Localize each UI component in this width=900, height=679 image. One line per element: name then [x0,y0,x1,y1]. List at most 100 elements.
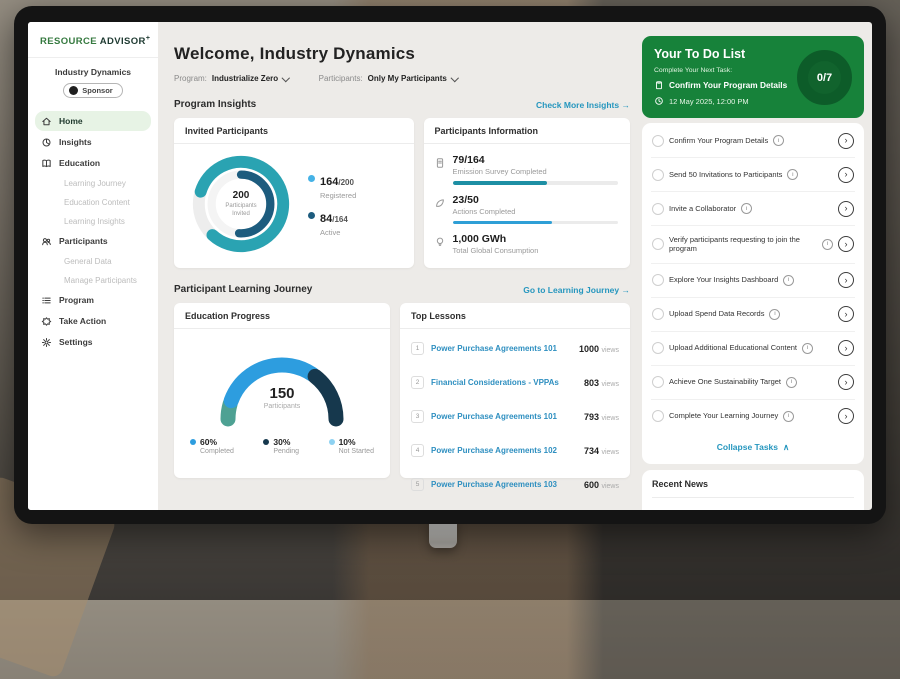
info-icon[interactable] [786,376,798,388]
education-progress-gauge [220,357,344,427]
lesson-title-link[interactable]: Power Purchase Agreements 101 [431,411,557,421]
invited-donut-chart [192,155,290,253]
task-label: Achieve One Sustainability Target [669,377,782,387]
sidebar-item-manage-participants[interactable]: Manage Participants [35,271,151,289]
lesson-row: 1 Power Purchase Agreements 101 1000 views [411,331,619,365]
lesson-views: 793 views [584,407,619,425]
stat-label: Actions Completed [452,206,516,216]
task-checkbox[interactable] [652,134,664,147]
legend-value: 30% [273,437,291,447]
task-go-button[interactable] [838,200,854,217]
todo-task-list: Confirm Your Program Details Send 50 Invi… [651,124,855,433]
task-go-button[interactable] [838,340,854,356]
task-checkbox[interactable] [652,410,664,422]
lesson-views: 734 views [584,441,619,459]
task-go-button[interactable] [838,408,854,424]
sidebar-item-program[interactable]: Program [35,290,151,310]
legend-dot-icon [190,439,196,445]
invited-participants-title: Invited Participants [174,118,414,144]
task-label: Invite a Collaborator [669,203,737,213]
info-icon[interactable] [783,274,795,286]
todo-task-row: Upload Additional Educational Content [651,332,855,366]
task-go-button[interactable] [838,166,854,183]
education-progress-card: Education Progress 150 Participants 60% C… [174,303,390,478]
task-go-button[interactable] [838,236,854,253]
info-stat-row: 79/164 Emission Survey Completed [434,154,618,185]
sidebar-item-home[interactable]: Home [35,111,151,132]
info-icon[interactable] [769,308,781,320]
lesson-views-label: views [601,449,619,456]
info-icon[interactable] [802,342,814,354]
lesson-rank: 2 [411,375,424,389]
task-go-button[interactable] [838,132,854,149]
lesson-title-link[interactable]: Power Purchase Agreements 102 [431,445,557,455]
check-more-insights-link[interactable]: Check More Insights [536,100,630,110]
legend-label: Completed [200,448,234,455]
go-to-learning-journey-link[interactable]: Go to Learning Journey [523,285,630,295]
gauge-legend-item: 60% Completed [190,437,234,455]
info-icon[interactable] [822,238,833,250]
legend-label: Registered [320,190,357,200]
sidebar-item-label: Education Content [64,197,130,207]
recent-news-card: Recent News [642,469,864,510]
task-checkbox[interactable] [652,168,664,181]
task-go-button[interactable] [838,272,854,288]
participants-dropdown[interactable]: Participants: Only My Participants [319,73,459,83]
chevron-down-icon [450,73,459,82]
todo-next-task: Confirm Your Program Details [669,80,788,90]
task-checkbox[interactable] [652,202,664,215]
todo-task-row: Complete Your Learning Journey [651,400,855,433]
sidebar-item-insights[interactable]: Insights [35,132,151,152]
task-checkbox[interactable] [652,376,664,388]
lesson-title-link[interactable]: Power Purchase Agreements 101 [431,343,557,353]
lesson-views-label: views [601,347,619,354]
task-checkbox[interactable] [652,308,664,320]
info-icon[interactable] [773,135,785,146]
lesson-title-link[interactable]: Financial Considerations - VPPAs [431,377,559,387]
logo-plus: + [145,35,151,42]
task-checkbox[interactable] [652,238,664,251]
sidebar-item-general-data[interactable]: General Data [35,252,151,270]
sidebar-item-label: Take Action [59,316,107,327]
sidebar-item-label: Settings [59,337,93,348]
lesson-views-count: 803 [583,378,602,388]
legend-value-total: /164 [332,214,348,224]
sidebar-item-take-action[interactable]: Take Action [35,311,151,331]
info-icon[interactable] [787,169,799,180]
info-stat-row: 23/50 Actions Completed [434,193,618,224]
learning-journey-heading: Participant Learning Journey [174,284,313,295]
sidebar-item-education-content[interactable]: Education Content [35,193,151,211]
legend-value: 10% [338,437,356,447]
sponsor-badge[interactable]: Sponsor [63,83,123,99]
dashboard-screen: RESOURCE ADVISOR+ Industry Dynamics Spon… [28,22,872,510]
sidebar-item-learning-journey[interactable]: Learning Journey [35,174,151,192]
stat-progress-fill [452,220,552,224]
sidebar-item-learning-insights[interactable]: Learning Insights [35,212,151,230]
insights-icon [42,138,51,147]
stat-value: 79/164 [452,154,485,166]
task-go-button[interactable] [838,374,854,390]
sidebar-item-settings[interactable]: Settings [35,332,151,352]
task-checkbox[interactable] [652,342,664,354]
info-icon[interactable] [741,203,753,214]
collapse-tasks-link[interactable]: Collapse Tasks ∧ [651,433,855,463]
sidebar-item-label: Insights [59,137,92,148]
app-logo: RESOURCE ADVISOR+ [28,22,158,59]
task-checkbox[interactable] [652,274,664,286]
task-go-button[interactable] [838,306,854,322]
lesson-row: 2 Financial Considerations - VPPAs 803 vie… [411,365,619,399]
sidebar-item-education[interactable]: Education [35,153,151,173]
monitor-stand [429,520,457,548]
legend-value: 60% [200,437,218,447]
lesson-views: 600 views [584,475,619,493]
todo-progress-badge: 0/7 [797,50,852,105]
program-dropdown[interactable]: Program: Industrialize Zero [174,73,290,83]
clock-icon [655,97,663,105]
lesson-title-link[interactable]: Power Purchase Agreements 103 [431,479,557,489]
sidebar-item-participants[interactable]: Participants [35,231,151,251]
info-icon[interactable] [783,410,795,422]
gauge-center-value: 150 [269,385,295,402]
stat-value: 23/50 [452,193,479,206]
lesson-views-count: 1000 [578,344,602,354]
lesson-views-count: 600 [583,480,602,490]
